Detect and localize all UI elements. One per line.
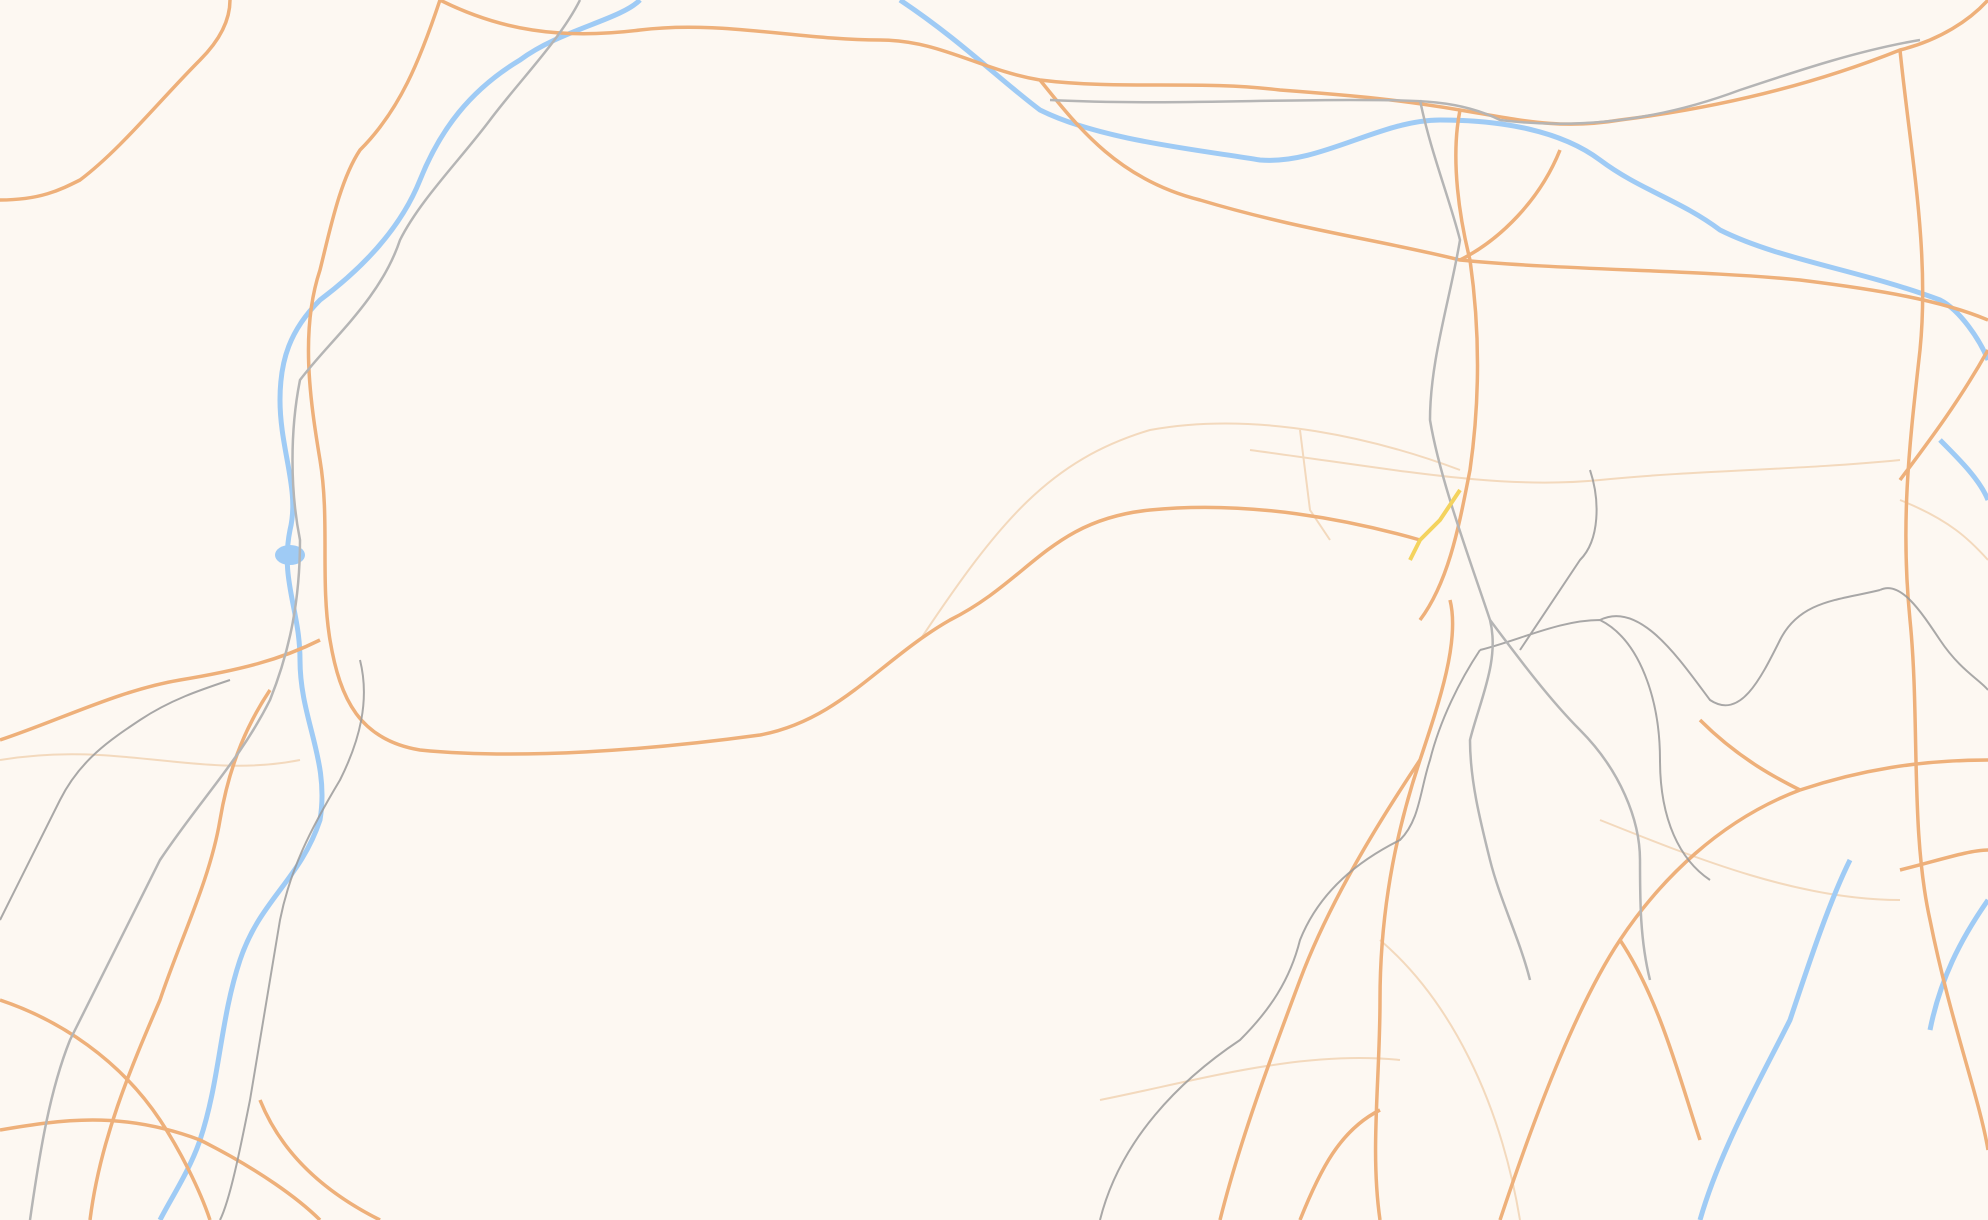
map-base-layer [0,0,1988,1220]
map-canvas[interactable] [0,0,1988,1220]
